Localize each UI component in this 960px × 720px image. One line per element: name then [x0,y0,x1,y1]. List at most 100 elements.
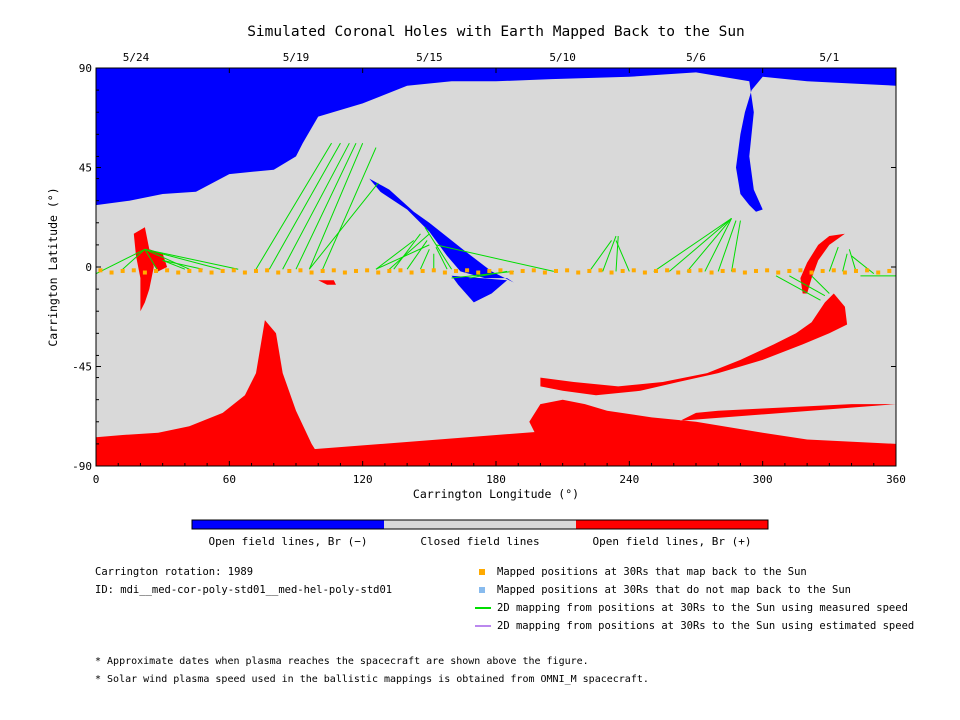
mapped-point [354,268,358,273]
region-south-positive-ribbon [540,293,848,396]
mapped-point [631,268,636,273]
mapping-line-measured [144,248,190,270]
mapped-point [487,268,492,273]
footnote-speed: * Solar wind plasma speed used in the ba… [95,674,649,685]
mapped-point [498,268,503,273]
x-tick-label: 240 [619,473,639,486]
y-axis-label: Carrington Latitude (°) [46,187,60,346]
mapped-point [754,268,758,273]
mapped-point [109,270,114,275]
mapped-point [809,270,814,275]
mapped-point [642,270,647,275]
top-date-label: 5/10 [549,51,576,64]
mapped-point [720,268,725,273]
mapped-point [820,268,825,273]
mapped-point [276,270,281,275]
mapped-point [165,268,170,273]
mapping-line-measured [615,236,619,272]
mapped-point [198,268,203,273]
mapped-point [854,268,858,273]
top-date-label: 5/6 [686,51,706,64]
mapped-point [731,268,736,273]
mapping-line-measured [717,220,737,272]
top-date-label: 5/24 [123,51,150,64]
region-south-positive-west [96,320,341,466]
mapping-line-measured [828,246,839,272]
mapping-line-measured [842,253,848,272]
mapped-point [554,268,558,273]
mapped-point [242,270,247,275]
mapped-point [609,270,614,275]
mapped-point [287,268,292,273]
mapping-line-measured [669,217,732,272]
mapping-line-measured [144,248,221,270]
mapping-line-measured [469,270,508,279]
region-north-negative-patch [451,275,508,303]
mapped-point [342,270,347,275]
mapping-line-measured [435,246,448,270]
mapped-point [798,268,803,273]
region-south-positive [96,399,896,466]
mapping-line-measured [96,248,146,275]
mapped-point [298,268,303,273]
colorbar-label-positive: Open field lines, Br (+) [593,535,752,548]
mapping-line-measured [588,240,612,272]
legend-estimated-label: 2D mapping from positions at 30Rs to the… [497,620,915,632]
region-east-positive-arc [800,233,845,294]
colorbar-label-closed: Closed field lines [420,535,539,548]
y-axis-ticks: 90 45 0 -45 -90 [72,62,896,473]
mapping-line-measured [308,182,379,270]
y-tick-label: 0 [85,261,92,274]
mapped-point [309,270,314,275]
x-axis-ticks: 0 60 120 180 240 300 360 [93,68,906,486]
mapped-point [142,270,147,275]
mapped-point [387,268,392,273]
mapped-point [431,268,436,273]
mapped-point [209,270,214,275]
mapping-line-measured [406,240,428,270]
mapping-line-measured [268,142,341,270]
region-west-positive-strip [133,227,154,312]
top-date-label: 5/1 [819,51,839,64]
mapped-point [742,270,747,275]
mapped-point [842,270,847,275]
field-regions [96,68,896,466]
mapping-line-measured [295,142,357,270]
mapped-point [442,270,447,275]
mapping-line-measured [435,244,554,272]
top-date-label: 5/19 [283,51,310,64]
lightblue-square-icon [479,587,485,593]
mapping-line-measured [424,226,452,270]
mapped-point [765,268,770,273]
mapping-line-measured [602,235,617,272]
mapping-line-measured [144,249,159,272]
chart-title: Simulated Coronal Holes with Earth Mappe… [247,24,745,40]
mapped-point [154,268,158,273]
top-date-label: 5/15 [416,51,443,64]
mapped-point [176,270,181,275]
mapped-point [620,268,625,273]
mapping-line-measured [375,240,415,270]
mapping-line-measured [615,240,630,272]
mapped-point [520,268,525,273]
colorbar-positive-segment [576,520,768,529]
mapped-point [709,270,714,275]
carrington-rotation: Carrington rotation: 1989 [95,566,254,578]
colorbar-frame [191,519,769,530]
x-axis-label: Carrington Longitude (°) [413,487,579,501]
region-west-positive-curl [149,249,168,272]
mapping-line-measured [419,249,430,270]
colorbar: Open field lines, Br (−) Closed field li… [191,519,769,548]
mapping-line-measured [848,249,857,272]
region-north-negative-tongue [369,178,514,283]
mapped-point [365,268,370,273]
mapping-line-measured [255,142,332,270]
legend-mapped-label: Mapped positions at 30Rs that map back t… [497,566,807,578]
mapping-line-measured [851,255,875,275]
model-id: ID: mdi__med-cor-poly-std01__med-hel-pol… [95,584,393,596]
mapped-point [98,268,103,273]
mapped-points [98,268,892,275]
mapped-point [409,270,414,275]
mapped-point [376,270,381,275]
